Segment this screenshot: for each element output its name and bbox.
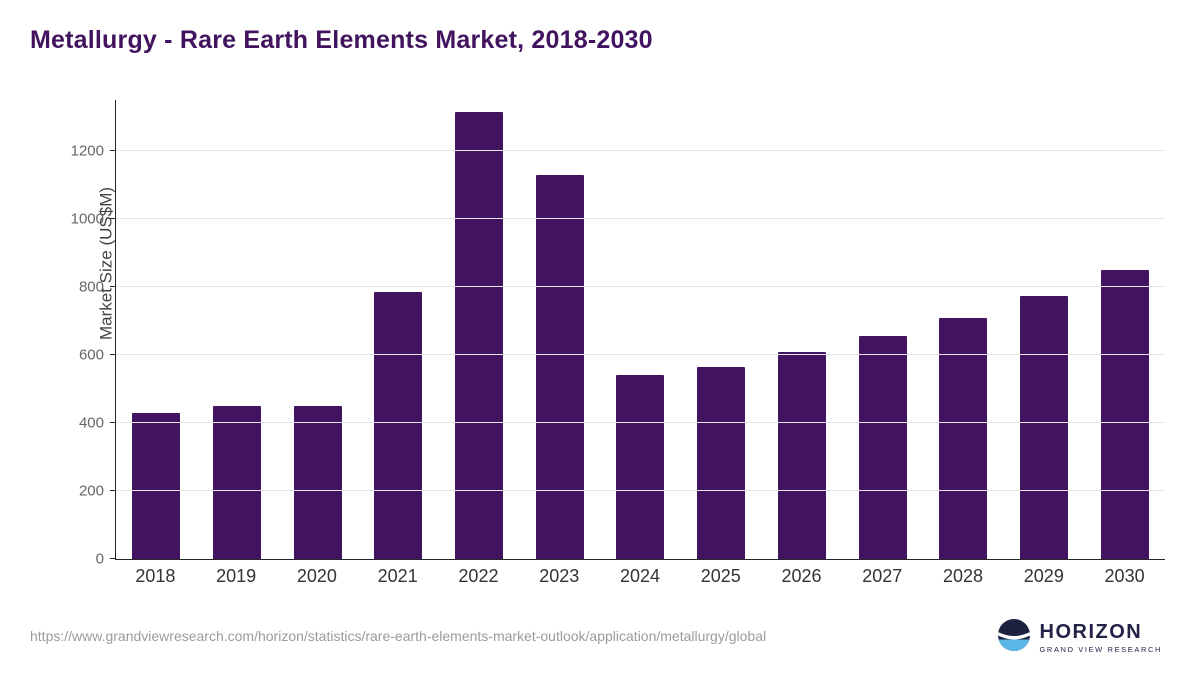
x-tick-label-2020: 2020: [296, 566, 337, 586]
y-tick-label: 600: [78, 346, 104, 364]
bar-slot: [923, 100, 1004, 559]
bar-slot: [116, 100, 197, 559]
x-tick-label-2027: 2027: [862, 566, 903, 586]
x-tick-label-2026: 2026: [781, 566, 822, 586]
bar-slot: [842, 100, 923, 559]
y-tick-label: 0: [95, 550, 104, 568]
x-tick-label-2029: 2029: [1023, 566, 1064, 586]
bar-slot: [762, 100, 843, 559]
x-tick-label-2018: 2018: [135, 566, 176, 586]
bar-slot: [681, 100, 762, 559]
y-tick-label: 1000: [70, 210, 104, 228]
y-tick-mark: [110, 218, 116, 219]
bar-slot: [439, 100, 520, 559]
gridline: [116, 490, 1165, 491]
bar-slot: [197, 100, 278, 559]
x-tick-label-2022: 2022: [458, 566, 499, 586]
logo-subtitle: GRAND VIEW RESEARCH: [1039, 644, 1162, 654]
bar-2020: [293, 406, 342, 559]
y-tick-mark: [110, 558, 116, 559]
gridline: [116, 218, 1165, 219]
bar-2027: [858, 336, 907, 559]
bar-slot: [519, 100, 600, 559]
bar-2022: [455, 111, 504, 559]
horizon-logo: HORIZON GRAND VIEW RESEARCH: [997, 618, 1163, 657]
horizon-logo-text: HORIZON GRAND VIEW RESEARCH: [1039, 620, 1163, 654]
logo-name: HORIZON: [1039, 620, 1143, 643]
y-tick-mark: [110, 354, 116, 355]
y-tick-label: 200: [78, 482, 104, 500]
bar-slot: [358, 100, 439, 559]
y-tick-label: 400: [78, 414, 104, 432]
x-tick-label-2021: 2021: [377, 566, 418, 586]
gridline: [116, 422, 1165, 423]
y-tick-mark: [110, 422, 116, 423]
y-tick-mark: [110, 150, 116, 151]
x-tick-label-2028: 2028: [943, 566, 984, 586]
x-axis-labels: 2018 2019 2020 2021 2022 2023 2024 2025 2026 2027…: [115, 566, 1165, 587]
bar-slot: [1084, 100, 1165, 559]
bar-2018: [132, 412, 181, 559]
x-tick-label-2023: 2023: [539, 566, 580, 586]
bar-slot: [1004, 100, 1085, 559]
bar-2028: [939, 317, 988, 559]
chart-title: Metallurgy - Rare Earth Elements Market,…: [30, 26, 653, 54]
bar-2025: [697, 366, 746, 559]
x-tick-label-2019: 2019: [216, 566, 257, 586]
bar-2024: [616, 375, 665, 559]
bar-2023: [535, 174, 584, 559]
y-tick-label: 1200: [70, 142, 104, 160]
x-tick-label-2024: 2024: [619, 566, 660, 586]
gridline: [116, 354, 1165, 355]
gridline: [116, 150, 1165, 151]
bar-2021: [374, 292, 423, 559]
bars-container: [116, 100, 1165, 559]
bar-2029: [1019, 295, 1068, 559]
source-url: https://www.grandviewresearch.com/horizo…: [30, 628, 767, 644]
plot-area: 0 200 400 600 800 1000 1200: [71, 100, 1165, 568]
bar-slot: [277, 100, 358, 559]
bar-2019: [213, 406, 262, 559]
bar-2026: [777, 351, 826, 559]
x-tick-label-2030: 2030: [1104, 566, 1145, 586]
bar-2030: [1100, 270, 1149, 559]
y-tick-mark: [110, 490, 116, 491]
x-tick-label-2025: 2025: [700, 566, 741, 586]
bar-slot: [600, 100, 681, 559]
y-tick-mark: [110, 286, 116, 287]
y-tick-label: 800: [78, 278, 104, 296]
gridline: [116, 286, 1165, 287]
horizon-logo-icon: [997, 618, 1031, 657]
